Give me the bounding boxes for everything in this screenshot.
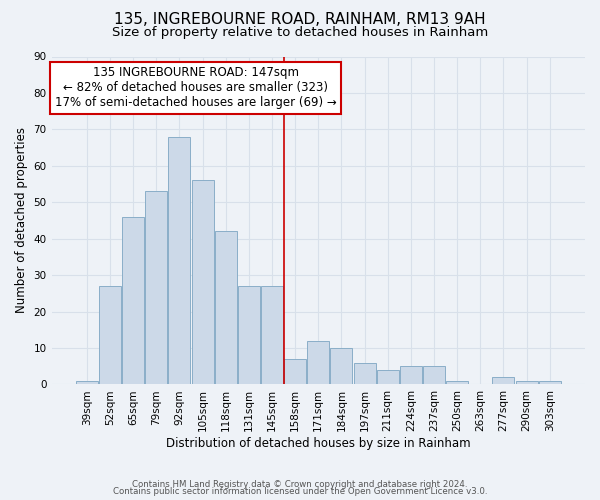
Bar bbox=[169, 136, 190, 384]
Bar bbox=[145, 192, 167, 384]
Bar bbox=[539, 381, 561, 384]
Text: 135 INGREBOURNE ROAD: 147sqm
← 82% of detached houses are smaller (323)
17% of s: 135 INGREBOURNE ROAD: 147sqm ← 82% of de… bbox=[55, 66, 337, 110]
Text: Contains HM Land Registry data © Crown copyright and database right 2024.: Contains HM Land Registry data © Crown c… bbox=[132, 480, 468, 489]
Bar bbox=[76, 381, 98, 384]
Bar bbox=[515, 381, 538, 384]
Text: Size of property relative to detached houses in Rainham: Size of property relative to detached ho… bbox=[112, 26, 488, 39]
Y-axis label: Number of detached properties: Number of detached properties bbox=[15, 128, 28, 314]
Bar bbox=[331, 348, 352, 385]
Bar bbox=[122, 217, 144, 384]
Bar bbox=[353, 362, 376, 384]
Bar bbox=[215, 232, 236, 384]
Bar bbox=[238, 286, 260, 384]
X-axis label: Distribution of detached houses by size in Rainham: Distribution of detached houses by size … bbox=[166, 437, 470, 450]
Bar bbox=[423, 366, 445, 384]
Bar bbox=[377, 370, 399, 384]
Bar bbox=[307, 340, 329, 384]
Bar bbox=[99, 286, 121, 384]
Bar bbox=[493, 377, 514, 384]
Bar bbox=[284, 359, 306, 384]
Bar bbox=[191, 180, 214, 384]
Text: 135, INGREBOURNE ROAD, RAINHAM, RM13 9AH: 135, INGREBOURNE ROAD, RAINHAM, RM13 9AH bbox=[114, 12, 486, 28]
Bar bbox=[261, 286, 283, 384]
Bar bbox=[446, 381, 468, 384]
Bar bbox=[400, 366, 422, 384]
Text: Contains public sector information licensed under the Open Government Licence v3: Contains public sector information licen… bbox=[113, 487, 487, 496]
